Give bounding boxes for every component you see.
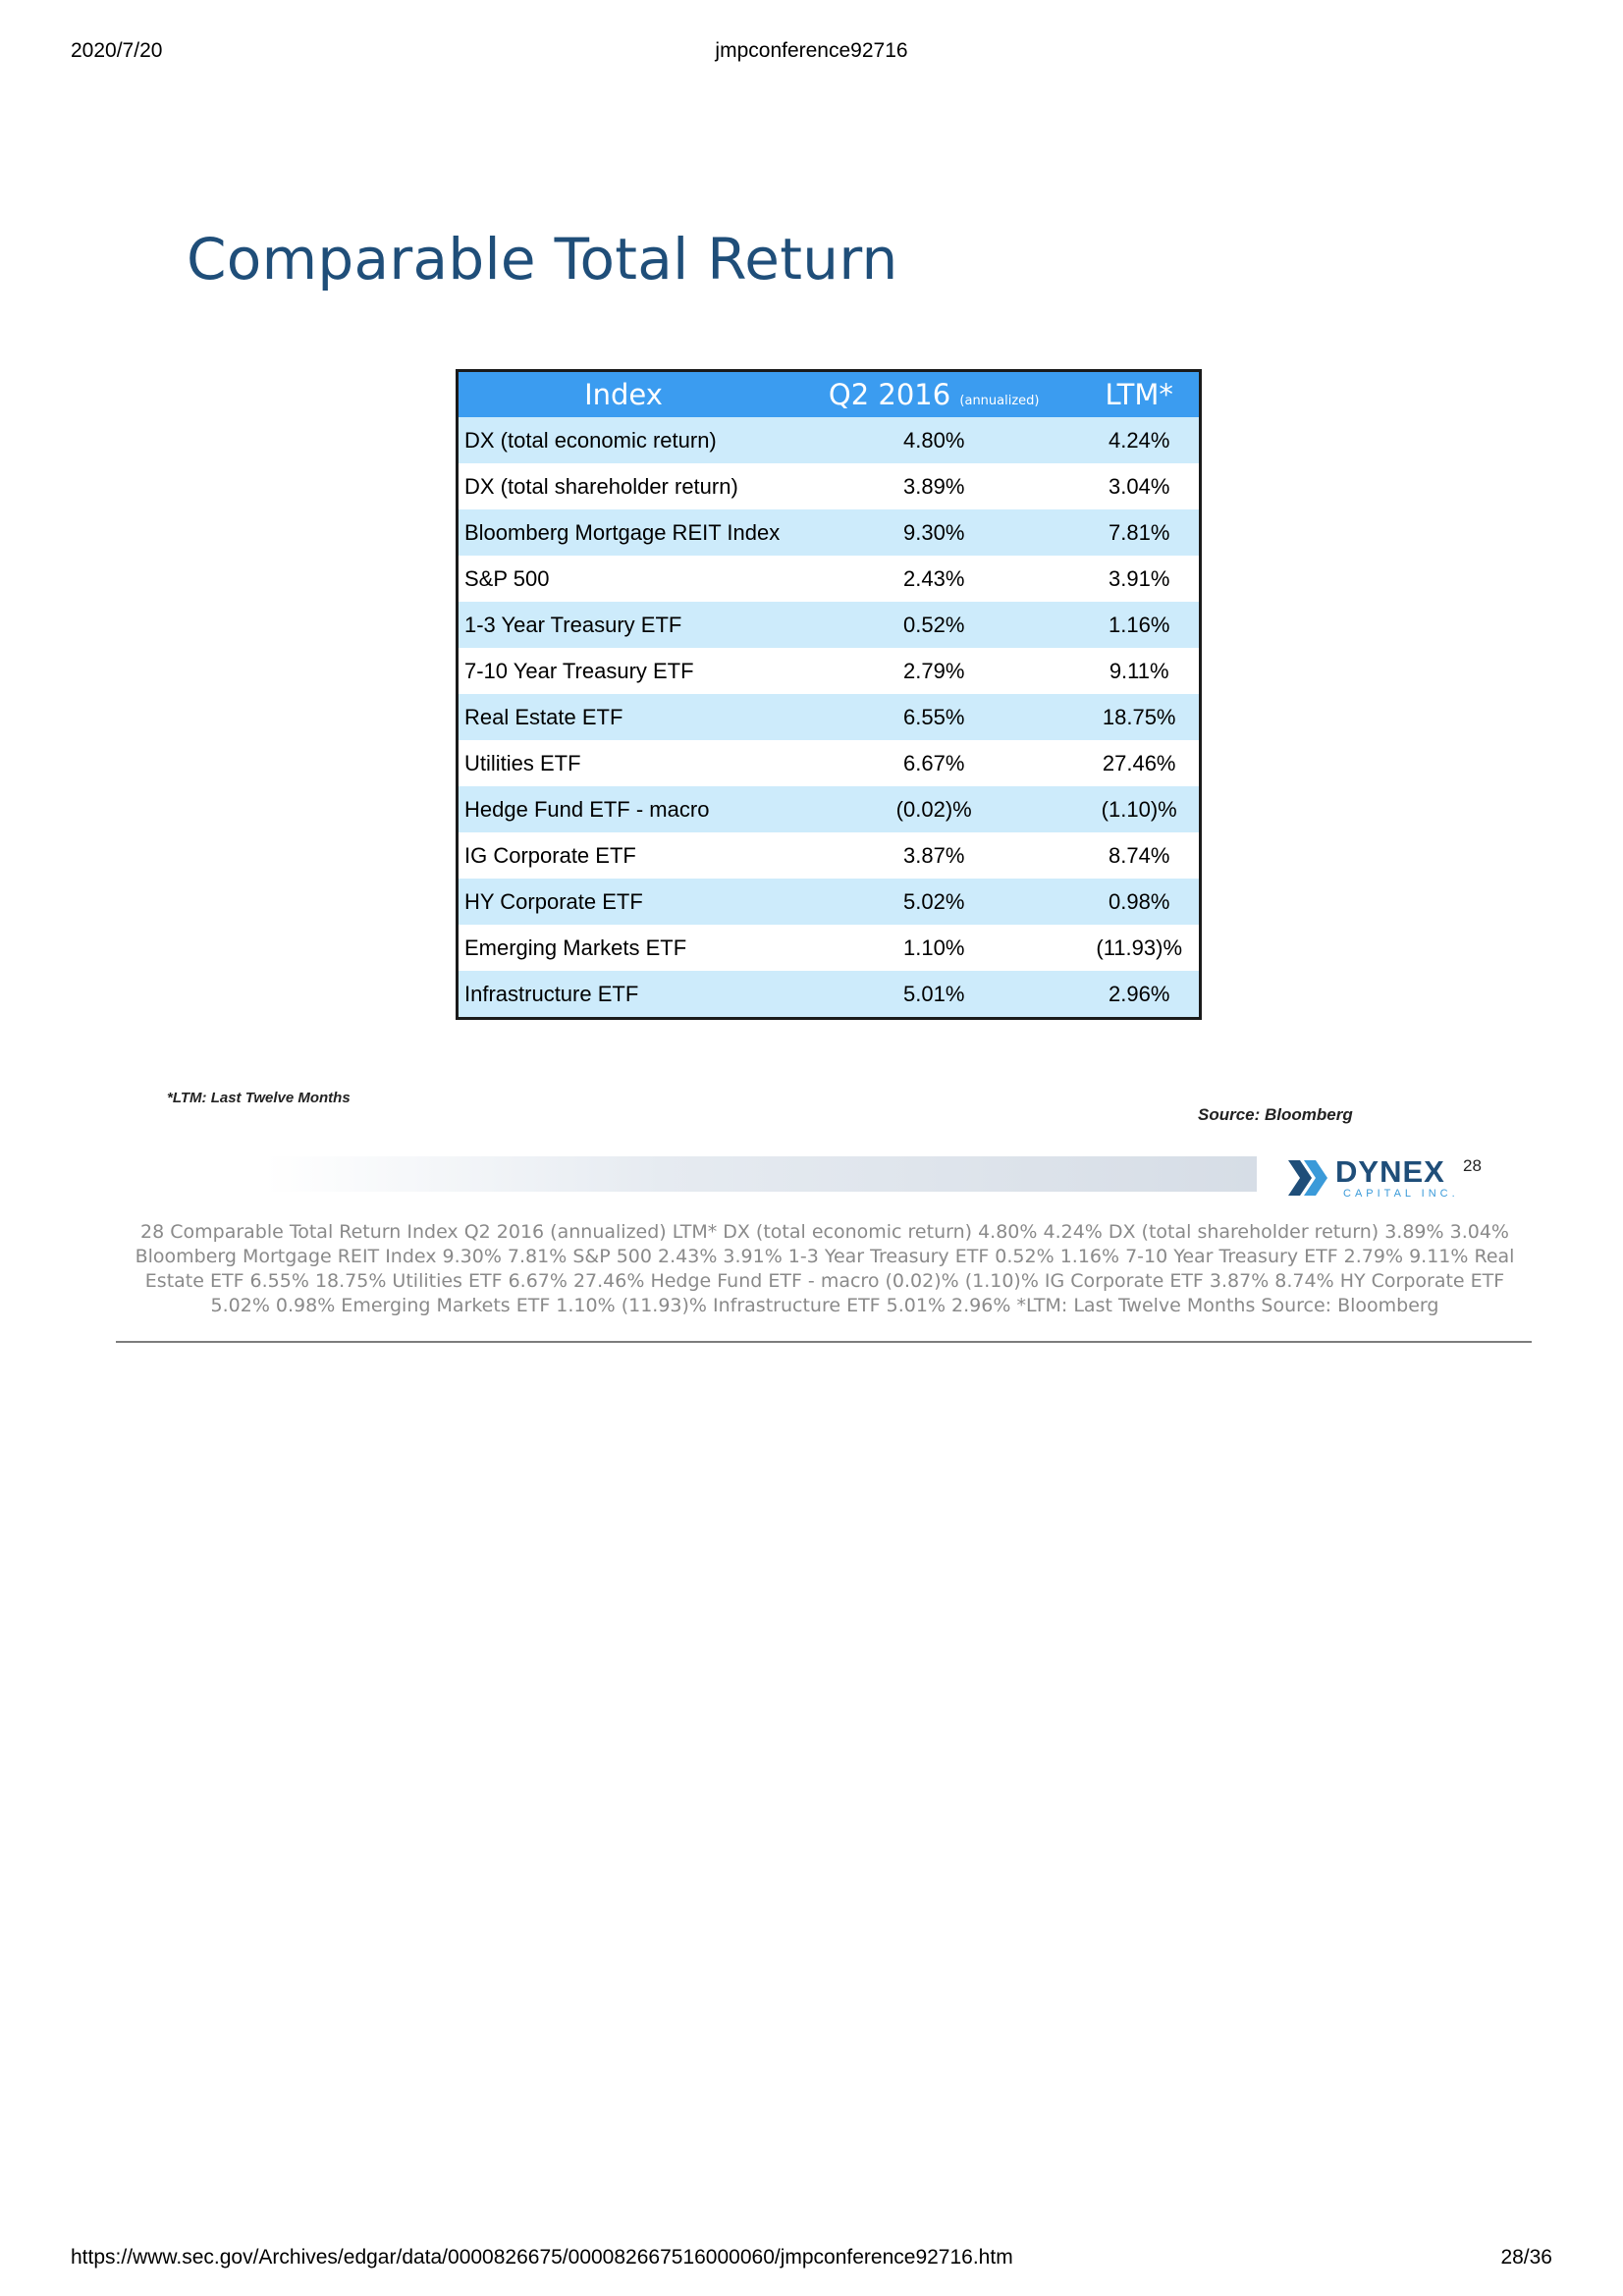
cell-ltm: 4.24% (1079, 417, 1201, 463)
cell-index-name: Hedge Fund ETF - macro (457, 786, 788, 832)
header-ltm: LTM* (1079, 370, 1201, 417)
cell-q2-2016: 5.02% (788, 879, 1080, 925)
cell-ltm: 0.98% (1079, 879, 1201, 925)
table-row: S&P 500 2.43% 3.91% (457, 556, 1201, 602)
comparable-returns-table: Index Q2 2016 (annualized) LTM* DX (tota… (456, 369, 1202, 1020)
table-body: DX (total economic return) 4.80% 4.24% DX (… (457, 417, 1201, 1019)
print-header-date: 2020/7/20 (71, 39, 163, 62)
cell-index-name: HY Corporate ETF (457, 879, 788, 925)
cell-ltm: 3.04% (1079, 463, 1201, 509)
dynex-logo: DYNEX CAPITAL INC. (1286, 1154, 1492, 1203)
slide-page-number: 28 (1463, 1156, 1482, 1175)
cell-q2-2016: 2.43% (788, 556, 1080, 602)
cell-index-name: Emerging Markets ETF (457, 925, 788, 971)
cell-q2-2016: 9.30% (788, 509, 1080, 556)
table-row: 7-10 Year Treasury ETF 2.79% 9.11% (457, 648, 1201, 694)
header-q2-main: Q2 2016 (828, 378, 951, 411)
cell-index-name: S&P 500 (457, 556, 788, 602)
cell-ltm: 8.74% (1079, 832, 1201, 879)
table-row: Emerging Markets ETF 1.10% (11.93)% (457, 925, 1201, 971)
cell-q2-2016: 4.80% (788, 417, 1080, 463)
dynex-chevron-icon (1288, 1160, 1327, 1196)
table-row: Hedge Fund ETF - macro (0.02)% (1.10)% (457, 786, 1201, 832)
cell-ltm: 18.75% (1079, 694, 1201, 740)
cell-index-name: Bloomberg Mortgage REIT Index (457, 509, 788, 556)
print-footer-url: https://www.sec.gov/Archives/edgar/data/… (71, 2246, 1013, 2269)
cell-q2-2016: 6.67% (788, 740, 1080, 786)
header-q2-2016: Q2 2016 (annualized) (788, 370, 1080, 417)
slide-image: Comparable Total Return Index Q2 2016 (a… (118, 177, 1512, 1217)
print-header-title: jmpconference92716 (715, 39, 908, 62)
table-row: Utilities ETF 6.67% 27.46% (457, 740, 1201, 786)
table-row: DX (total shareholder return) 3.89% 3.04% (457, 463, 1201, 509)
print-footer-page: 28/36 (1500, 2246, 1552, 2269)
table-row: Infrastructure ETF 5.01% 2.96% (457, 971, 1201, 1019)
cell-index-name: DX (total economic return) (457, 417, 788, 463)
cell-q2-2016: 6.55% (788, 694, 1080, 740)
source-note: Source: Bloomberg (1198, 1105, 1353, 1124)
logo-subtext: CAPITAL INC. (1343, 1188, 1459, 1200)
cell-q2-2016: 5.01% (788, 971, 1080, 1019)
cell-index-name: Utilities ETF (457, 740, 788, 786)
footnote-ltm: *LTM: Last Twelve Months (167, 1090, 351, 1106)
table-row: IG Corporate ETF 3.87% 8.74% (457, 832, 1201, 879)
cell-ltm: 2.96% (1079, 971, 1201, 1019)
table-row: DX (total economic return) 4.80% 4.24% (457, 417, 1201, 463)
table-row: HY Corporate ETF 5.02% 0.98% (457, 879, 1201, 925)
cell-ltm: 3.91% (1079, 556, 1201, 602)
cell-ltm: 1.16% (1079, 602, 1201, 648)
cell-ltm: 27.46% (1079, 740, 1201, 786)
cell-ltm: 7.81% (1079, 509, 1201, 556)
cell-index-name: 7-10 Year Treasury ETF (457, 648, 788, 694)
table-row: 1-3 Year Treasury ETF 0.52% 1.16% (457, 602, 1201, 648)
cell-q2-2016: 3.87% (788, 832, 1080, 879)
cell-ltm: (1.10)% (1079, 786, 1201, 832)
cell-index-name: 1-3 Year Treasury ETF (457, 602, 788, 648)
cell-index-name: Infrastructure ETF (457, 971, 788, 1019)
cell-ltm: 9.11% (1079, 648, 1201, 694)
slide-text-transcript: 28 Comparable Total Return Index Q2 2016… (135, 1221, 1515, 1316)
cell-index-name: DX (total shareholder return) (457, 463, 788, 509)
cell-q2-2016: 1.10% (788, 925, 1080, 971)
table-row: Bloomberg Mortgage REIT Index 9.30% 7.81% (457, 509, 1201, 556)
cell-q2-2016: 0.52% (788, 602, 1080, 648)
table-header-row: Index Q2 2016 (annualized) LTM* (457, 370, 1201, 417)
header-q2-annualized: (annualized) (959, 394, 1040, 408)
slide-footer-bar (265, 1156, 1257, 1192)
horizontal-rule (116, 1341, 1532, 1343)
cell-q2-2016: 3.89% (788, 463, 1080, 509)
cell-q2-2016: 2.79% (788, 648, 1080, 694)
header-index: Index (457, 370, 788, 417)
cell-index-name: IG Corporate ETF (457, 832, 788, 879)
cell-ltm: (11.93)% (1079, 925, 1201, 971)
cell-q2-2016: (0.02)% (788, 786, 1080, 832)
logo-wordmark: DYNEX (1335, 1154, 1445, 1189)
slide-title: Comparable Total Return (187, 226, 898, 293)
cell-index-name: Real Estate ETF (457, 694, 788, 740)
table-row: Real Estate ETF 6.55% 18.75% (457, 694, 1201, 740)
